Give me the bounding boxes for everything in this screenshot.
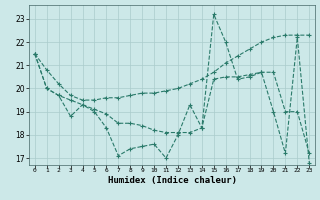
- X-axis label: Humidex (Indice chaleur): Humidex (Indice chaleur): [108, 176, 236, 185]
